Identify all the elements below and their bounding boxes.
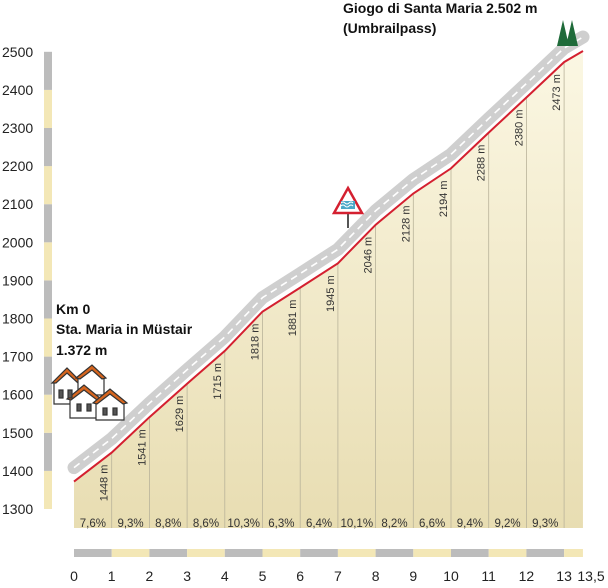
elevation-label: 1715 m — [212, 363, 224, 400]
x-axis-segment — [413, 549, 451, 557]
elevation-label: 2046 m — [363, 237, 375, 274]
x-tick-label: 6 — [296, 568, 304, 584]
x-axis-segment — [375, 549, 414, 557]
gradient-label: 9,2% — [494, 518, 520, 530]
y-axis-segment — [44, 318, 52, 357]
y-tick-label: 1800 — [2, 311, 33, 327]
gradient-labels: 7,6% 9,3% 8,8% 8,6% 10,3% 6,3% 6,4% 10,1% 8,2% 6,… — [80, 518, 559, 530]
x-tick-label: 12 — [519, 568, 535, 584]
road-centerline — [73, 36, 584, 469]
x-axis-segment — [111, 549, 150, 557]
y-axis-segment — [44, 394, 52, 433]
elevation-label: 1818 m — [250, 324, 262, 361]
y-tick-label: 2400 — [2, 82, 33, 98]
y-axis-segment — [44, 242, 52, 281]
gradient-label: 9,4% — [457, 518, 483, 530]
elevation-label: 2288 m — [476, 145, 488, 182]
gradient-label: 8,2% — [381, 518, 407, 530]
houses-icon — [50, 364, 129, 421]
start-place-label: Sta. Maria in Müstair — [56, 321, 193, 337]
y-tick-label: 1500 — [2, 425, 33, 441]
x-tick-label: 1 — [108, 568, 116, 584]
elevation-label: 2473 m — [551, 74, 563, 111]
y-tick-label: 2200 — [2, 158, 33, 174]
x-tick-label: 11 — [481, 568, 496, 584]
x-axis-segment — [74, 549, 112, 557]
start-elevation-label: 1.372 m — [56, 342, 107, 358]
gradient-label: 7,6% — [80, 518, 106, 530]
y-tick-labels: 1300 1400 1500 1600 1700 1800 1900 2000 2100 2200… — [2, 44, 33, 517]
y-axis-bar — [44, 51, 52, 509]
x-tick-label: 13,5 — [577, 568, 604, 584]
start-km-label: Km 0 — [56, 301, 90, 317]
x-axis-segment — [224, 549, 263, 557]
elevation-labels: 1448 m 1541 m 1629 m 1715 m 1818 m 1881 m 1945… — [99, 74, 563, 501]
gradient-label: 8,8% — [155, 518, 181, 530]
water-warning-sign-icon — [331, 185, 365, 228]
gradient-label: 9,3% — [532, 518, 558, 530]
x-axis-bar — [74, 549, 583, 557]
y-axis-segment — [44, 89, 52, 128]
y-axis-segment — [44, 166, 52, 205]
y-tick-label: 2500 — [2, 44, 33, 60]
x-axis-segment — [262, 549, 301, 557]
gradient-label: 6,4% — [306, 518, 332, 530]
gradient-label: 6,6% — [419, 518, 445, 530]
elevation-label: 2380 m — [513, 110, 525, 147]
y-axis-segment — [44, 128, 52, 167]
km-gridlines — [111, 62, 565, 528]
x-axis-segment — [300, 549, 338, 557]
pass-title: Giogo di Santa Maria 2.502 m — [343, 0, 538, 16]
elevation-label: 1541 m — [136, 429, 148, 466]
y-tick-label: 2100 — [2, 196, 33, 212]
x-tick-label: 8 — [372, 568, 380, 584]
elevation-label: 1881 m — [287, 300, 299, 337]
y-tick-label: 2300 — [2, 120, 33, 136]
mountain-trees-icon — [557, 20, 578, 46]
y-axis-segment — [44, 280, 52, 319]
gradient-label: 9,3% — [117, 518, 143, 530]
x-tick-label: 4 — [221, 568, 229, 584]
gradient-label: 10,1% — [340, 518, 373, 530]
gradient-label: 6,3% — [268, 518, 294, 530]
y-axis-segment — [44, 470, 52, 509]
y-axis-segment — [44, 432, 52, 471]
x-tick-labels: 0 1 2 3 4 5 6 7 8 9 10 11 12 13 13,5 — [70, 568, 605, 584]
y-axis-segment — [44, 51, 52, 90]
y-tick-label: 1900 — [2, 272, 33, 288]
profile-area — [74, 51, 583, 528]
x-axis-segment — [488, 549, 527, 557]
x-tick-label: 3 — [183, 568, 191, 584]
elevation-label: 2194 m — [438, 180, 450, 217]
y-tick-label: 1300 — [2, 501, 33, 517]
y-tick-label: 2000 — [2, 234, 33, 250]
x-tick-label: 13 — [556, 568, 572, 584]
x-axis-segment — [564, 549, 583, 557]
elevation-label: 1448 m — [99, 465, 111, 502]
gradient-label: 10,3% — [227, 518, 260, 530]
x-tick-label: 10 — [443, 568, 459, 584]
elevation-label: 2128 m — [400, 206, 412, 243]
pass-subtitle: (Umbrailpass) — [343, 20, 436, 36]
y-axis-segment — [44, 356, 52, 395]
y-tick-label: 1600 — [2, 387, 33, 403]
x-tick-label: 7 — [334, 568, 342, 584]
x-axis-segment — [337, 549, 376, 557]
y-axis-segment — [44, 204, 52, 243]
x-tick-label: 2 — [146, 568, 154, 584]
elevation-label: 1629 m — [174, 396, 186, 433]
x-axis-segment — [149, 549, 188, 557]
x-axis-segment — [187, 549, 225, 557]
y-tick-label: 1400 — [2, 463, 33, 479]
y-tick-label: 1700 — [2, 349, 33, 365]
profile-line — [73, 50, 584, 483]
x-axis-segment — [526, 549, 565, 557]
x-tick-label: 5 — [259, 568, 267, 584]
gradient-label: 8,6% — [193, 518, 219, 530]
elevation-label: 1945 m — [325, 275, 337, 312]
x-tick-label: 0 — [70, 568, 78, 584]
x-tick-label: 9 — [409, 568, 417, 584]
x-axis-segment — [451, 549, 489, 557]
